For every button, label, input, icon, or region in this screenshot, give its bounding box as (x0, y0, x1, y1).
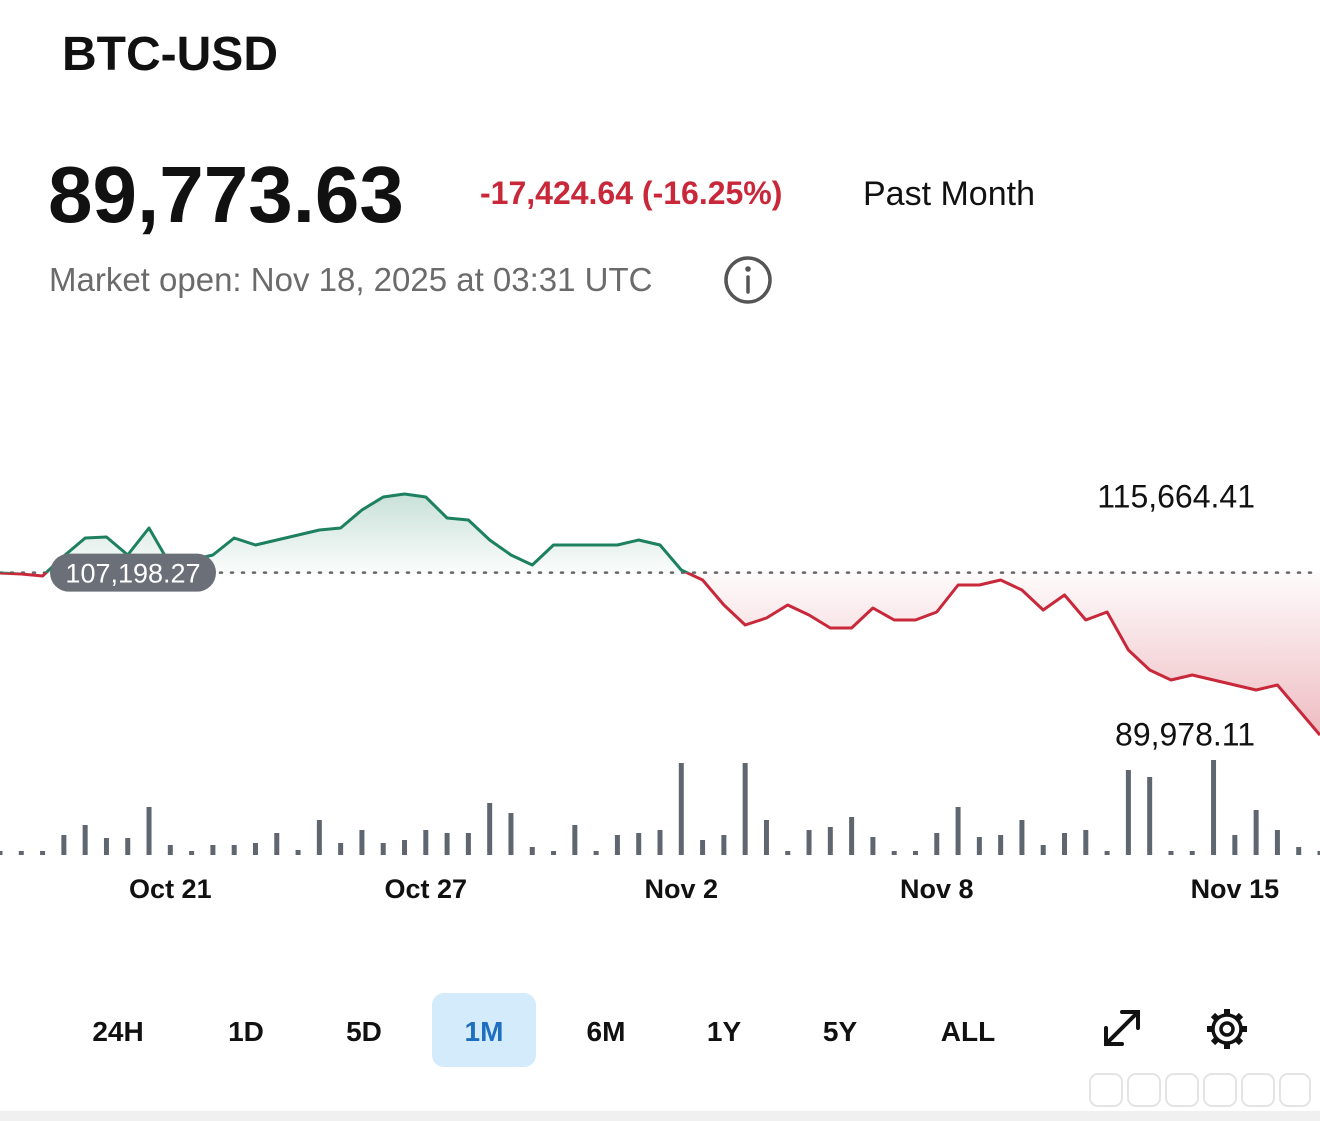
volume-bar (402, 840, 408, 855)
volume-bar (1019, 820, 1025, 855)
high-label: 115,664.41 (1097, 479, 1255, 515)
x-tick-label: Nov 8 (900, 874, 974, 904)
volume-bar (1083, 830, 1089, 855)
x-tick-label: Oct 27 (385, 874, 468, 904)
baseline-label: 107,198.27 (65, 559, 200, 589)
symbol: BTC-USD (62, 28, 278, 81)
volume-bar (700, 840, 706, 855)
volume-bar (1062, 833, 1068, 855)
volume-bar (189, 851, 195, 855)
volume-bar (146, 807, 152, 855)
volume-bar (252, 843, 258, 855)
range-active-bg (432, 993, 536, 1067)
bottom-bar (0, 1111, 1320, 1121)
x-tick-label: Nov 2 (645, 874, 719, 904)
volume-bar (338, 843, 344, 855)
info-icon[interactable] (724, 256, 772, 304)
volume-bar (1125, 770, 1131, 855)
volume-bar (976, 837, 982, 855)
low-label: 89,978.11 (1115, 716, 1255, 752)
x-tick-label: Nov 15 (1191, 874, 1280, 904)
volume-bar (316, 820, 322, 855)
volume-bar (849, 817, 855, 855)
price: 89,773.63 (48, 150, 404, 239)
price-line-up (0, 492, 691, 573)
volume-bar (806, 830, 812, 855)
volume-bar (614, 835, 620, 855)
volume-bar (274, 833, 280, 855)
volume-bar (912, 851, 918, 855)
volume-bar (167, 845, 173, 855)
price-change: -17,424.64 (-16.25%) (480, 175, 782, 211)
volume-bar (231, 845, 237, 855)
volume-bar (678, 763, 684, 855)
volume-bar (61, 835, 67, 855)
volume-bar (487, 803, 493, 855)
volume-bar (870, 837, 876, 855)
area-down (0, 572, 1320, 736)
volume-bar (934, 833, 940, 855)
market-status: Market open: Nov 18, 2025 at 03:31 UTC (49, 261, 653, 298)
range-controls: 24H 1D 5D 1M 6M 1Y 5Y ALL (92, 993, 995, 1067)
volume-bar (40, 851, 46, 855)
volume-bar (0, 851, 3, 855)
range-button[interactable]: 6M (587, 1016, 626, 1047)
x-tick-label: Oct 21 (129, 874, 212, 904)
range-button[interactable]: 1M (465, 1016, 504, 1047)
volume-bar (1274, 830, 1280, 855)
volume-bar (18, 851, 24, 855)
volume-bar (1168, 851, 1174, 855)
volume-bar (1104, 851, 1110, 855)
volume-bar (998, 835, 1004, 855)
volume-bar (103, 838, 109, 855)
volume-bar (593, 851, 599, 855)
range-button[interactable]: 24H (92, 1016, 143, 1047)
volume-bar (891, 851, 897, 855)
volume-bar (423, 830, 429, 855)
price-line-down (0, 572, 1320, 737)
volume-bar (1232, 835, 1238, 855)
area-up (46, 494, 688, 573)
volume-bar (1147, 777, 1153, 855)
range-button[interactable]: 1D (228, 1016, 264, 1047)
volume-bar (1296, 847, 1302, 855)
volume-bar (1317, 851, 1320, 855)
volume-bar (955, 807, 961, 855)
volume-bar (572, 825, 578, 855)
volume-bar (529, 847, 535, 855)
volume-bar (295, 850, 301, 855)
range-button[interactable]: 1Y (707, 1016, 742, 1047)
volume-bar (82, 825, 88, 855)
settings-icon[interactable] (1207, 1009, 1247, 1049)
volume-bar (763, 820, 769, 855)
period: Past Month (863, 175, 1035, 213)
range-button[interactable]: ALL (941, 1016, 995, 1047)
volume-bar (508, 813, 514, 855)
volume-bar (465, 833, 471, 855)
watermark (1089, 1073, 1311, 1107)
volume-bar (210, 845, 216, 855)
volume-bar (551, 851, 557, 855)
volume-bar (359, 830, 365, 855)
volume-bar (1040, 845, 1046, 855)
volume-bar (1253, 810, 1259, 855)
expand-icon[interactable] (1104, 1010, 1140, 1046)
volume-bar (827, 827, 833, 855)
volume-bar (657, 830, 663, 855)
volume-bar (380, 843, 386, 855)
volume-bar (1189, 851, 1195, 855)
volume-bar (636, 833, 642, 855)
price-chart: 107,198.27 115,664.41 89,978.11 Oct 21 Oct 2… (0, 479, 1320, 904)
range-button[interactable]: 5Y (823, 1016, 858, 1047)
range-button[interactable]: 5D (346, 1016, 382, 1047)
baseline-pill (50, 553, 216, 592)
volume-bar (1211, 760, 1217, 855)
volume-bar (125, 838, 131, 855)
volume-bar (721, 835, 727, 855)
volume-bar (785, 851, 791, 855)
volume-bar (444, 833, 450, 855)
volume-bar (742, 763, 748, 855)
